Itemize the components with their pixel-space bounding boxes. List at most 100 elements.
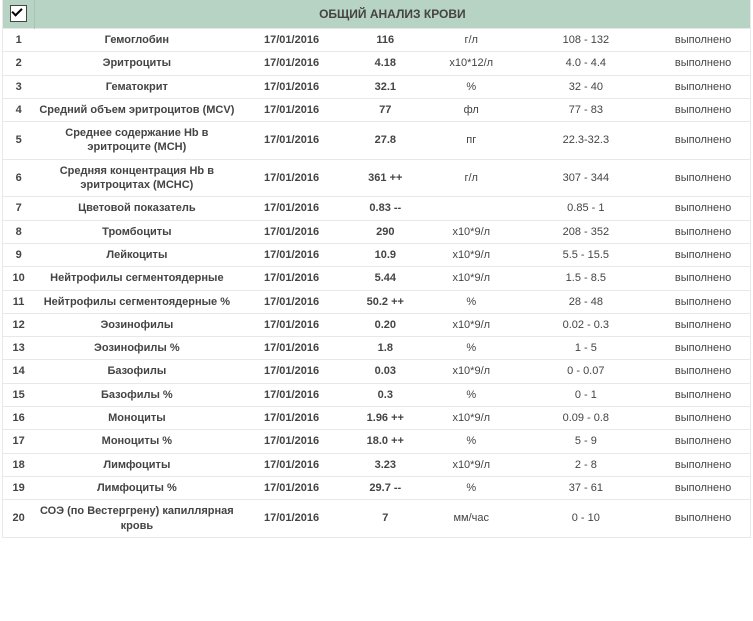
unit-label: % [427, 290, 516, 313]
table-row: 8Тромбоциты17/01/2016290x10*9/л208 - 352… [3, 220, 750, 243]
status-label: выполнено [656, 290, 750, 313]
test-date: 17/01/2016 [239, 159, 343, 197]
test-date: 17/01/2016 [239, 500, 343, 538]
normal-range: 37 - 61 [516, 476, 657, 499]
unit-label: x10*9/л [427, 220, 516, 243]
status-label: выполнено [656, 500, 750, 538]
result-value: 10.9 [344, 243, 427, 266]
unit-label: x10*9/л [427, 407, 516, 430]
normal-range: 0 - 0.07 [516, 360, 657, 383]
normal-range: 208 - 352 [516, 220, 657, 243]
test-date: 17/01/2016 [239, 52, 343, 75]
status-label: выполнено [656, 453, 750, 476]
table-row: 10Нейтрофилы сегментоядерные17/01/20165.… [3, 267, 750, 290]
result-value: 0.83 -- [344, 197, 427, 220]
row-index: 12 [3, 313, 34, 336]
parameter-name: Нейтрофилы сегментоядерные % [34, 290, 239, 313]
normal-range: 0.02 - 0.3 [516, 313, 657, 336]
unit-label: % [427, 337, 516, 360]
parameter-name: Лимфоциты [34, 453, 239, 476]
parameter-name: Лимфоциты % [34, 476, 239, 499]
table-row: 1Гемоглобин17/01/2016116г/л108 - 132выпо… [3, 29, 750, 52]
normal-range: 22.3-32.3 [516, 122, 657, 160]
test-date: 17/01/2016 [239, 220, 343, 243]
normal-range: 32 - 40 [516, 75, 657, 98]
result-value: 18.0 ++ [344, 430, 427, 453]
test-date: 17/01/2016 [239, 243, 343, 266]
unit-label: % [427, 476, 516, 499]
parameter-name: Средняя концентрация Hb в эритроцитах (M… [34, 159, 239, 197]
table-header-row: ОБЩИЙ АНАЛИЗ КРОВИ [3, 0, 750, 29]
parameter-name: Гемоглобин [34, 29, 239, 52]
row-index: 7 [3, 197, 34, 220]
table-row: 2Эритроциты17/01/20164.18x10*12/л4.0 - 4… [3, 52, 750, 75]
parameter-name: Эритроциты [34, 52, 239, 75]
unit-label: % [427, 430, 516, 453]
status-label: выполнено [656, 243, 750, 266]
test-date: 17/01/2016 [239, 122, 343, 160]
normal-range: 77 - 83 [516, 98, 657, 121]
unit-label: % [427, 383, 516, 406]
table-body: 1Гемоглобин17/01/2016116г/л108 - 132выпо… [3, 29, 750, 538]
table-row: 18Лимфоциты17/01/20163.23x10*9/л2 - 8вып… [3, 453, 750, 476]
normal-range: 0.09 - 0.8 [516, 407, 657, 430]
header-checkbox-cell [3, 0, 34, 29]
row-index: 14 [3, 360, 34, 383]
unit-label: г/л [427, 29, 516, 52]
row-index: 18 [3, 453, 34, 476]
status-label: выполнено [656, 52, 750, 75]
table-row: 7Цветовой показатель17/01/20160.83 --0.8… [3, 197, 750, 220]
parameter-name: Базофилы % [34, 383, 239, 406]
parameter-name: Среднее содержание Hb в эритроците (MCH) [34, 122, 239, 160]
parameter-name: Базофилы [34, 360, 239, 383]
table-row: 4Средний объем эритроцитов (MCV)17/01/20… [3, 98, 750, 121]
parameter-name: Эозинофилы [34, 313, 239, 336]
result-value: 7 [344, 500, 427, 538]
normal-range: 108 - 132 [516, 29, 657, 52]
result-value: 50.2 ++ [344, 290, 427, 313]
select-all-checkbox[interactable] [10, 5, 27, 22]
table-row: 17Моноциты %17/01/201618.0 ++%5 - 9выпол… [3, 430, 750, 453]
row-index: 20 [3, 500, 34, 538]
result-value: 32.1 [344, 75, 427, 98]
unit-label: x10*9/л [427, 313, 516, 336]
unit-label: x10*9/л [427, 243, 516, 266]
result-value: 1.8 [344, 337, 427, 360]
row-index: 6 [3, 159, 34, 197]
result-value: 0.03 [344, 360, 427, 383]
test-date: 17/01/2016 [239, 383, 343, 406]
result-value: 29.7 -- [344, 476, 427, 499]
table-row: 12Эозинофилы17/01/20160.20x10*9/л0.02 - … [3, 313, 750, 336]
row-index: 5 [3, 122, 34, 160]
row-index: 19 [3, 476, 34, 499]
test-date: 17/01/2016 [239, 407, 343, 430]
unit-label: x10*12/л [427, 52, 516, 75]
normal-range: 0 - 1 [516, 383, 657, 406]
result-value: 0.20 [344, 313, 427, 336]
result-value: 77 [344, 98, 427, 121]
result-value: 3.23 [344, 453, 427, 476]
table-title: ОБЩИЙ АНАЛИЗ КРОВИ [34, 0, 750, 29]
status-label: выполнено [656, 313, 750, 336]
row-index: 13 [3, 337, 34, 360]
table-row: 19Лимфоциты %17/01/201629.7 --%37 - 61вы… [3, 476, 750, 499]
test-date: 17/01/2016 [239, 337, 343, 360]
status-label: выполнено [656, 75, 750, 98]
normal-range: 5 - 9 [516, 430, 657, 453]
test-date: 17/01/2016 [239, 29, 343, 52]
status-label: выполнено [656, 122, 750, 160]
unit-label: мм/час [427, 500, 516, 538]
row-index: 8 [3, 220, 34, 243]
parameter-name: Средний объем эритроцитов (MCV) [34, 98, 239, 121]
table-row: 14Базофилы17/01/20160.03x10*9/л0 - 0.07в… [3, 360, 750, 383]
result-value: 1.96 ++ [344, 407, 427, 430]
status-label: выполнено [656, 220, 750, 243]
status-label: выполнено [656, 98, 750, 121]
normal-range: 307 - 344 [516, 159, 657, 197]
normal-range: 2 - 8 [516, 453, 657, 476]
status-label: выполнено [656, 197, 750, 220]
row-index: 2 [3, 52, 34, 75]
parameter-name: Лейкоциты [34, 243, 239, 266]
row-index: 17 [3, 430, 34, 453]
table-row: 9Лейкоциты17/01/201610.9x10*9/л5.5 - 15.… [3, 243, 750, 266]
